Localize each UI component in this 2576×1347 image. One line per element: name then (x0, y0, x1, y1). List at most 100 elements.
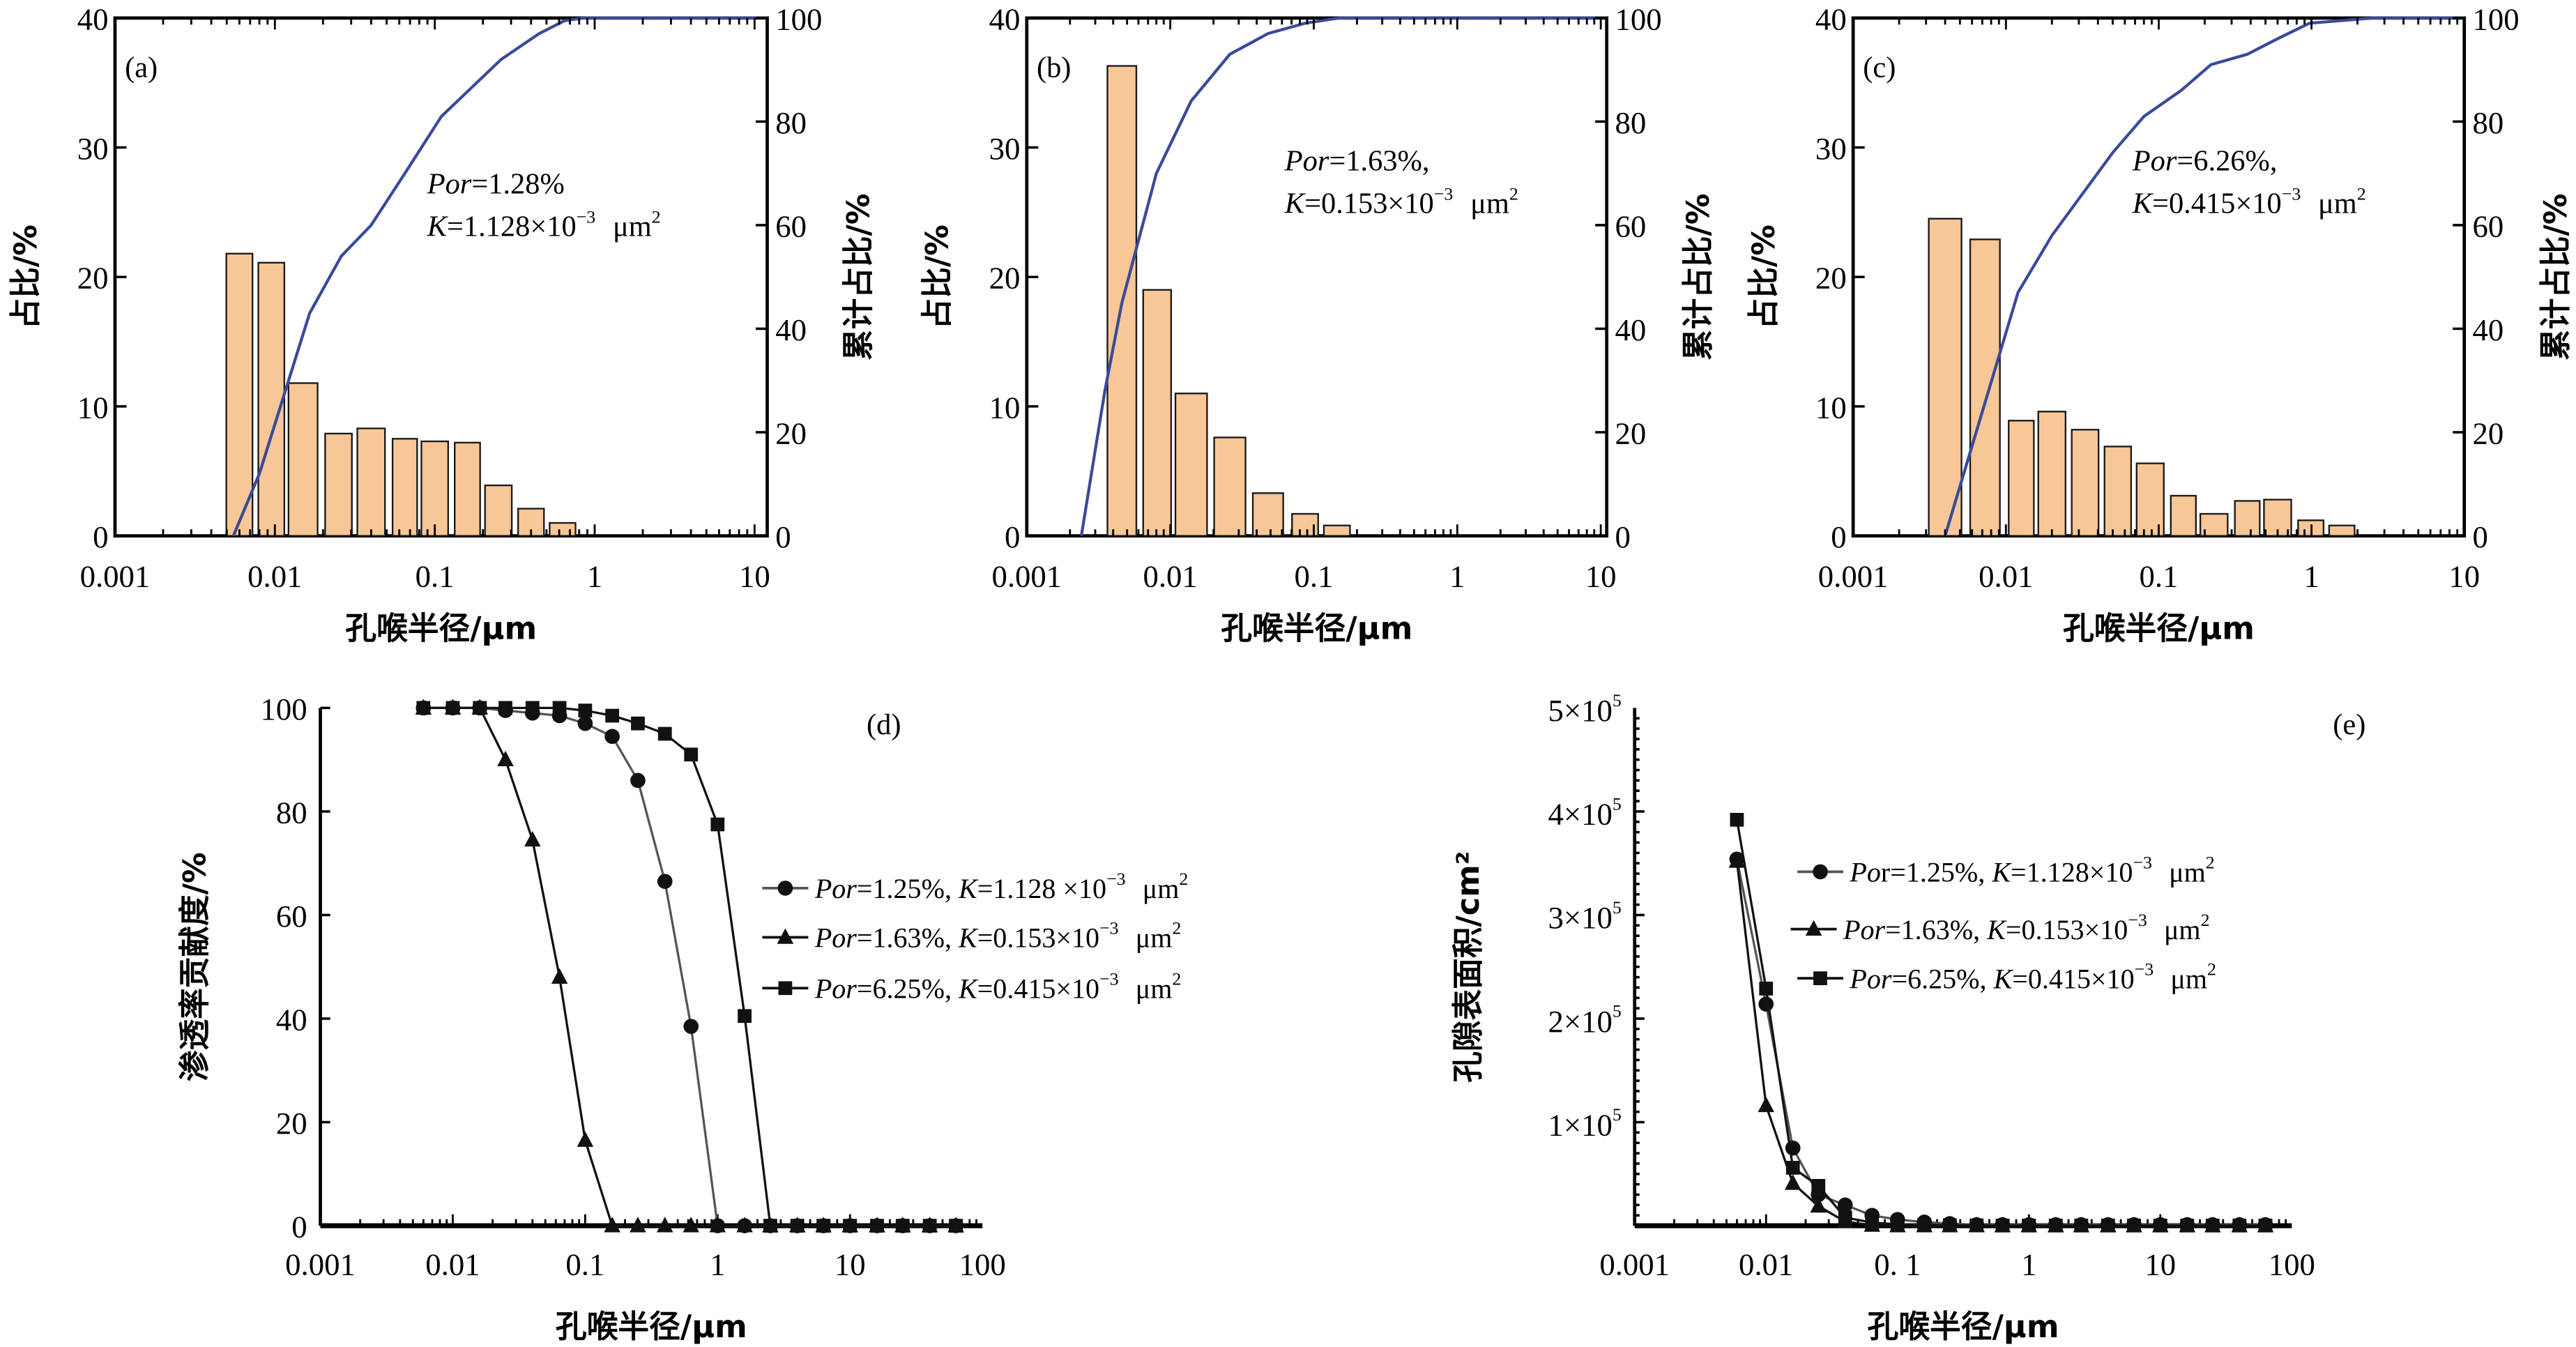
y-tick-label: 80 (276, 795, 307, 830)
bar (1213, 436, 1247, 537)
y2-tick-label: 60 (775, 208, 807, 243)
x-tick-label: 0.1 (2139, 558, 2178, 593)
bar (1142, 289, 1173, 537)
bar (2008, 420, 2035, 537)
series-line (423, 706, 957, 1227)
y2-tick-label: 0 (1615, 519, 1630, 554)
data-point-circle (657, 874, 673, 889)
x-tick-label: 1 (587, 558, 602, 593)
y2-tick-label: 60 (2473, 208, 2504, 243)
y2-tick-label: 100 (775, 1, 822, 36)
bar (2199, 512, 2229, 537)
data-point-triangle (683, 1217, 699, 1233)
data-point-circle (604, 729, 620, 745)
x-tick-label: 0.001 (991, 558, 1062, 593)
x-tick-label: 0.01 (247, 558, 302, 593)
data-point-triangle (551, 968, 568, 984)
y-tick-label: 0 (1831, 519, 1846, 554)
series-triangle (1728, 852, 2274, 1233)
y2-tick-label: 20 (775, 416, 807, 451)
data-point-square (578, 703, 593, 717)
bar (391, 438, 418, 537)
data-point-square (498, 701, 512, 715)
x-axis-label: 孔喉半径/μm (1868, 1308, 2059, 1345)
data-point-square (1811, 1179, 1826, 1193)
legend-entry: Por=6.25%, K=0.415×10−3 μm2 (1849, 959, 2216, 994)
bar (1251, 492, 1284, 537)
x-tick-label: 0.1 (1294, 558, 1333, 593)
data-point-square (738, 1009, 752, 1023)
data-point-square (710, 817, 725, 832)
series-circle (1729, 851, 2273, 1233)
annotation-por: Por=1.63%, (1284, 144, 1430, 177)
data-point-square (552, 701, 567, 715)
x-tick-label: 0.1 (416, 558, 455, 593)
data-point-triangle (524, 830, 541, 847)
y-tick-label: 20 (1815, 261, 1847, 296)
x-tick-label: 1 (2303, 558, 2319, 593)
annotation-k: K=0.415×10−3 μm2 (2132, 184, 2366, 220)
y-tick-label: 5×105 (1548, 690, 1622, 728)
chart-b: 0.001 0.01 0.1 1 10010203040020406080100孔喉半径… (919, 1, 1716, 646)
panel-label: (a) (125, 52, 158, 84)
data-point-square (1917, 1218, 1932, 1232)
cumulative-line (1944, 16, 2464, 537)
series-square (416, 701, 963, 1233)
x-axis-label: 孔喉半径/μm (2063, 610, 2255, 647)
legend-marker-square (778, 981, 793, 996)
data-point-square (2205, 1218, 2220, 1233)
bar (420, 440, 450, 537)
data-point-square (605, 708, 620, 723)
legend: Por=1.25%, K=1.128×10−3 μm2 Por=1.63%, K=… (1790, 853, 2216, 994)
y-tick-label: 60 (276, 899, 307, 934)
data-point-square (870, 1219, 884, 1233)
legend-entry: Por=6.25%, K=0.415×10−3 μm2 (814, 969, 1182, 1005)
data-point-square (2048, 1218, 2063, 1233)
y2-tick-label: 60 (1615, 208, 1646, 243)
y-tick-label: 40 (77, 1, 109, 36)
x-tick-label: 0.001 (1818, 558, 1889, 593)
x-tick-label: 0.01 (1143, 558, 1197, 593)
y-tick-label: 40 (276, 1002, 307, 1037)
data-point-square (2101, 1218, 2115, 1233)
legend-entry: Por=1.25%, K=1.128×10−3 μm2 (1849, 853, 2214, 888)
series-triangle (415, 699, 964, 1233)
x-tick-label: 0.001 (1599, 1247, 1670, 1282)
y2-tick-label: 100 (1615, 1, 1661, 36)
y-tick-label: 10 (1815, 390, 1847, 425)
y2-tick-label: 80 (1615, 105, 1646, 140)
chart-e: 0.001 0.01 0. 1 1 10 100 1×105 2×105 3×105 4×105 5… (1449, 690, 2366, 1345)
data-point-triangle (1758, 1096, 1775, 1113)
x-tick-label: 10 (834, 1247, 866, 1282)
legend: Por=1.25%, K=1.128 ×10−3 μm2 Por=1.63%, K… (762, 869, 1188, 1004)
y2-axis-label: 累计占比/% (840, 193, 877, 360)
data-point-triangle (736, 1217, 753, 1233)
data-point-square (2127, 1218, 2141, 1233)
bar (2135, 462, 2165, 537)
y-tick-label: 40 (1815, 1, 1847, 36)
data-point-square (1730, 812, 1744, 827)
data-point-triangle (497, 750, 514, 767)
y2-tick-label: 40 (2473, 312, 2504, 347)
y2-tick-label: 100 (2473, 1, 2520, 36)
data-point-square (895, 1219, 910, 1233)
y-tick-label: 0 (93, 519, 108, 554)
data-point-triangle (709, 1217, 726, 1233)
y2-tick-label: 80 (2473, 105, 2504, 140)
annotation-por: Por=6.26%, (2132, 144, 2278, 177)
data-point-triangle (1728, 852, 1746, 868)
x-axis-label: 孔喉半径/μm (345, 610, 537, 647)
bar (356, 427, 386, 537)
bar (454, 441, 481, 537)
data-point-square (416, 701, 431, 715)
data-point-square (843, 1219, 858, 1233)
data-point-square (1969, 1218, 1984, 1233)
bar (2328, 524, 2356, 537)
annotation-k: K=0.153×10−3 μm2 (1284, 184, 1518, 220)
data-point-square (1890, 1217, 1905, 1231)
bar (324, 432, 353, 537)
panel-label: (b) (1037, 52, 1071, 84)
data-point-circle (1785, 1140, 1801, 1156)
y-tick-label: 30 (1815, 131, 1847, 166)
x-axis-label: 孔喉半径/μm (556, 1308, 747, 1345)
